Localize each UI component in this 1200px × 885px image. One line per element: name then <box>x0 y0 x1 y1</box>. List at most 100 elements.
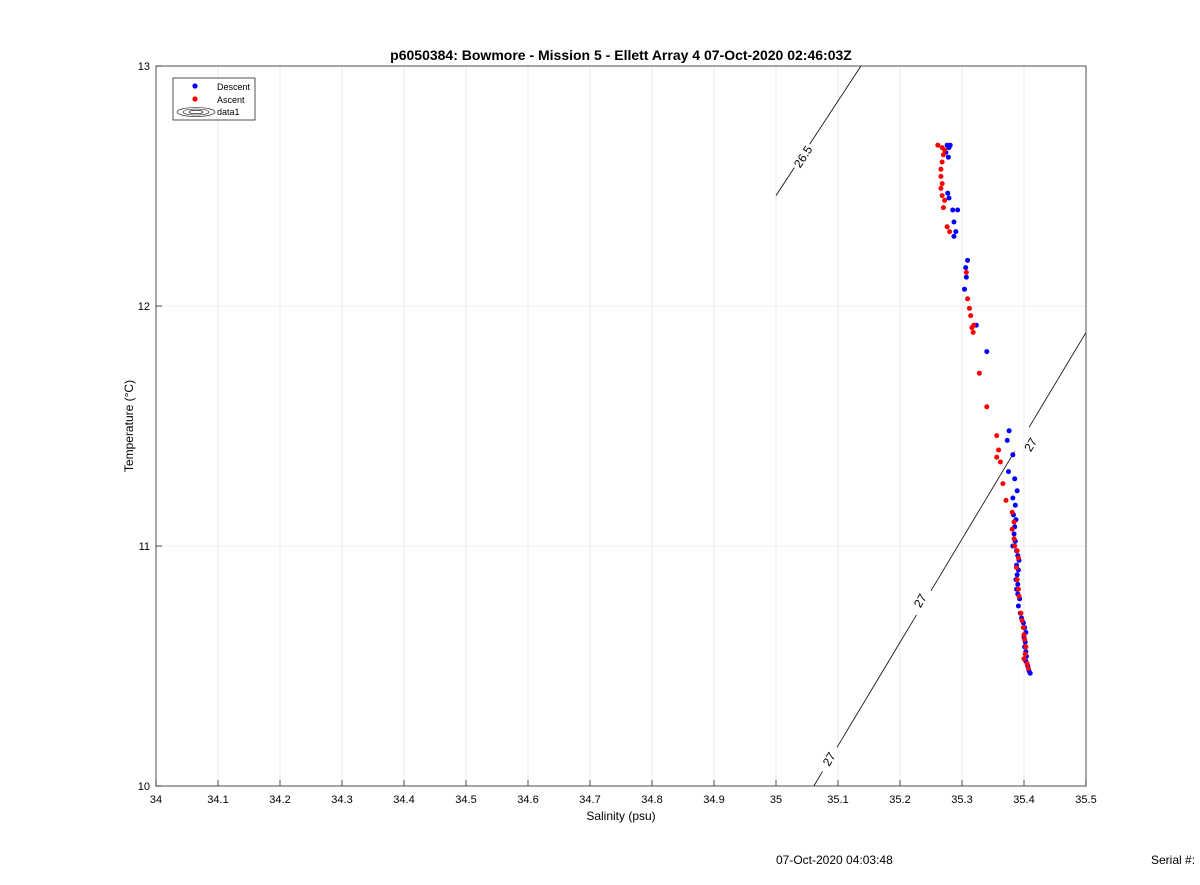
legend-descent-marker <box>192 83 198 89</box>
descent-point <box>965 257 971 263</box>
ascent-point <box>994 433 1000 439</box>
contour-label: 27 <box>1021 435 1040 454</box>
data-points <box>935 142 1033 676</box>
descent-point <box>1006 469 1011 475</box>
x-tick-label: 34.2 <box>269 794 290 806</box>
descent-point <box>951 233 957 239</box>
descent-point <box>950 207 956 213</box>
descent-point <box>947 142 953 148</box>
ascent-point <box>1014 548 1020 554</box>
ascent-point <box>1012 543 1018 549</box>
descent-point <box>963 265 969 271</box>
ascent-point <box>1019 617 1025 623</box>
ascent-point <box>939 181 945 187</box>
descent-point <box>1010 452 1016 458</box>
contour-line <box>775 167 795 196</box>
x-tick-label: 35.5 <box>1075 794 1096 806</box>
ascent-point <box>1015 555 1021 561</box>
descent-point <box>945 190 951 196</box>
x-tick-label: 35.3 <box>951 794 972 806</box>
ascent-point <box>938 185 944 191</box>
y-axis-label: Temperature (°C) <box>122 380 136 472</box>
y-tick-label: 11 <box>139 541 150 553</box>
ascent-point <box>1000 481 1006 487</box>
descent-point <box>1012 476 1018 482</box>
ascent-point <box>1023 644 1029 650</box>
plot-area-border <box>155 65 1087 787</box>
descent-point <box>984 349 990 355</box>
axis-ticks: 34 34.1 34.2 34.3 34.4 34.5 34.6 34.7 34.8 34.9 35… <box>138 61 1097 806</box>
legend-contour-icon <box>176 107 216 117</box>
descent-point <box>1015 603 1021 609</box>
ascent-point <box>969 325 975 331</box>
ascent-point <box>965 296 971 302</box>
ascent-point <box>1011 519 1017 525</box>
x-tick-label: 34.3 <box>331 794 352 806</box>
ascent-point <box>940 152 946 158</box>
ascent-point <box>938 173 944 179</box>
ascent-point <box>1011 536 1017 542</box>
ascent-point <box>1021 632 1027 638</box>
ascent-point <box>1022 637 1028 643</box>
descent-point <box>946 195 952 201</box>
ascent-point <box>939 193 945 199</box>
footer-timestamp: 07-Oct-2020 04:03:48 <box>776 853 893 867</box>
x-tick-label: 34.8 <box>641 794 662 806</box>
ascent-point <box>963 269 969 275</box>
ascent-point <box>1009 509 1015 515</box>
ascent-point <box>935 142 941 148</box>
ascent-point <box>1018 610 1024 616</box>
ascent-point <box>994 454 1000 460</box>
x-tick-label: 35.1 <box>827 794 848 806</box>
ascent-point <box>1003 497 1009 503</box>
x-tick-label: 35.2 <box>889 794 910 806</box>
x-tick-label: 34.6 <box>517 794 538 806</box>
x-tick-label: 34.5 <box>455 794 476 806</box>
contour-line <box>1028 332 1087 428</box>
contour-line <box>809 65 862 145</box>
x-tick-label: 34 <box>150 794 162 806</box>
x-tick-label: 34.9 <box>703 794 724 806</box>
descent-point <box>1012 502 1018 508</box>
ascent-point <box>942 147 948 153</box>
ascent-point <box>940 205 946 211</box>
descent-point <box>1014 572 1020 578</box>
descent-point <box>963 274 969 280</box>
y-tick-label: 10 <box>138 781 150 793</box>
x-tick-label: 34.7 <box>579 794 600 806</box>
x-tick-label: 35 <box>770 794 782 806</box>
legend-box <box>172 77 256 121</box>
chart-title: p6050384: Bowmore - Mission 5 - Ellett A… <box>390 47 852 63</box>
x-tick-label: 34.1 <box>207 794 228 806</box>
ascent-point <box>947 229 953 235</box>
contour-line <box>813 771 823 787</box>
ascent-point <box>970 329 976 335</box>
descent-point <box>1027 670 1033 676</box>
legend-data1-label: data1 <box>217 107 240 117</box>
ascent-point <box>1015 586 1021 592</box>
legend-ascent-marker <box>192 96 198 102</box>
descent-point <box>1011 531 1017 537</box>
ascent-point <box>1020 625 1026 631</box>
ascent-point <box>984 404 990 410</box>
ascent-point <box>1024 661 1030 667</box>
ascent-point <box>1021 656 1027 662</box>
ascent-point <box>996 447 1002 453</box>
descent-point <box>951 219 957 225</box>
y-tick-label: 13 <box>138 61 150 73</box>
legend-ascent-label: Ascent <box>217 95 245 105</box>
ascent-point <box>966 305 972 311</box>
contour-line <box>930 451 1015 592</box>
x-tick-label: 34.4 <box>393 794 414 806</box>
legend-descent-label: Descent <box>217 82 251 92</box>
contour-label: 27 <box>820 750 839 769</box>
contour-label: 27 <box>911 591 930 610</box>
ascent-point <box>1014 577 1020 583</box>
descent-point <box>1015 581 1021 587</box>
descent-point <box>961 286 967 292</box>
ascent-point <box>1016 593 1022 599</box>
descent-point <box>955 207 961 213</box>
descent-point <box>1004 437 1010 443</box>
